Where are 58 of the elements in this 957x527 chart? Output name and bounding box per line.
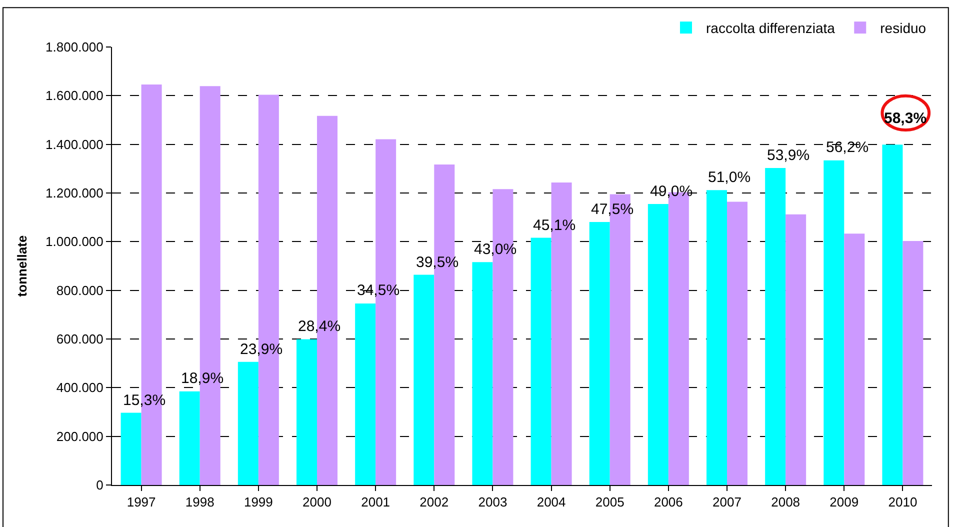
x-tick-label: 2000	[302, 494, 332, 510]
bar	[844, 234, 865, 485]
y-tick-label: 400.000	[56, 380, 104, 396]
x-tick-label: 2008	[771, 494, 800, 510]
bar	[355, 303, 376, 485]
bar	[238, 362, 258, 485]
bar	[765, 168, 786, 485]
bar	[824, 160, 844, 485]
bar	[882, 144, 903, 485]
bar	[902, 240, 924, 485]
x-tick-label: 2009	[830, 494, 859, 510]
x-tick-label: 2010	[888, 494, 918, 510]
y-tick-label: 600.000	[56, 332, 104, 347]
y-tick-label: 0	[96, 478, 104, 493]
annotation: 43,0%	[474, 241, 517, 258]
y-tick-label: 1.200.000	[46, 186, 104, 201]
annotation: 47,5%	[591, 201, 634, 218]
bar	[786, 214, 806, 485]
x-tick-label: 2002	[420, 494, 449, 510]
y-tick-label: 1.600.000	[46, 88, 104, 104]
y-tick-label: 200.000	[56, 428, 104, 444]
annotation: 51,0%	[708, 169, 751, 186]
annotation: 45,1%	[533, 217, 576, 234]
annotation: 39,5%	[416, 254, 459, 271]
bar	[414, 274, 434, 485]
x-tick-label: 1998	[185, 494, 214, 510]
bar	[530, 238, 552, 485]
annotation: 34,5%	[357, 282, 400, 299]
annotation: 56,2%	[826, 139, 869, 156]
bar	[589, 222, 610, 485]
bar	[179, 391, 200, 485]
bar	[296, 339, 317, 485]
x-tick-label: 2007	[712, 494, 742, 510]
bar	[120, 412, 142, 485]
bar	[648, 204, 668, 485]
legend-label: raccolta differenziata	[706, 20, 836, 36]
legend-label: residuo	[880, 20, 926, 36]
bar	[706, 190, 727, 485]
annotation: 58,3%	[884, 110, 927, 127]
x-tick-label: 2003	[478, 494, 508, 510]
y-axis-title: tonnellate	[14, 235, 30, 297]
bar	[727, 202, 748, 485]
bar	[472, 262, 493, 485]
y-tick-label: 1.000.000	[46, 234, 104, 250]
annotation: 15,3%	[123, 392, 166, 409]
y-tick-label: 1.400.000	[46, 136, 104, 152]
x-tick-label: 1999	[244, 494, 273, 510]
x-tick-label: 2005	[595, 494, 624, 510]
x-tick-label: 2001	[361, 494, 390, 510]
annotation: 28,4%	[298, 318, 341, 335]
annotation: 23,9%	[240, 341, 283, 358]
x-tick-label: 1997	[126, 494, 156, 510]
annotation: 53,9%	[767, 147, 810, 164]
y-tick-label: 800.000	[56, 282, 104, 298]
x-tick-label: 2006	[654, 494, 683, 510]
annotation: 18,9%	[181, 370, 224, 387]
x-tick-label: 2004	[536, 494, 566, 510]
y-tick-label: 1.800.000	[46, 40, 104, 55]
